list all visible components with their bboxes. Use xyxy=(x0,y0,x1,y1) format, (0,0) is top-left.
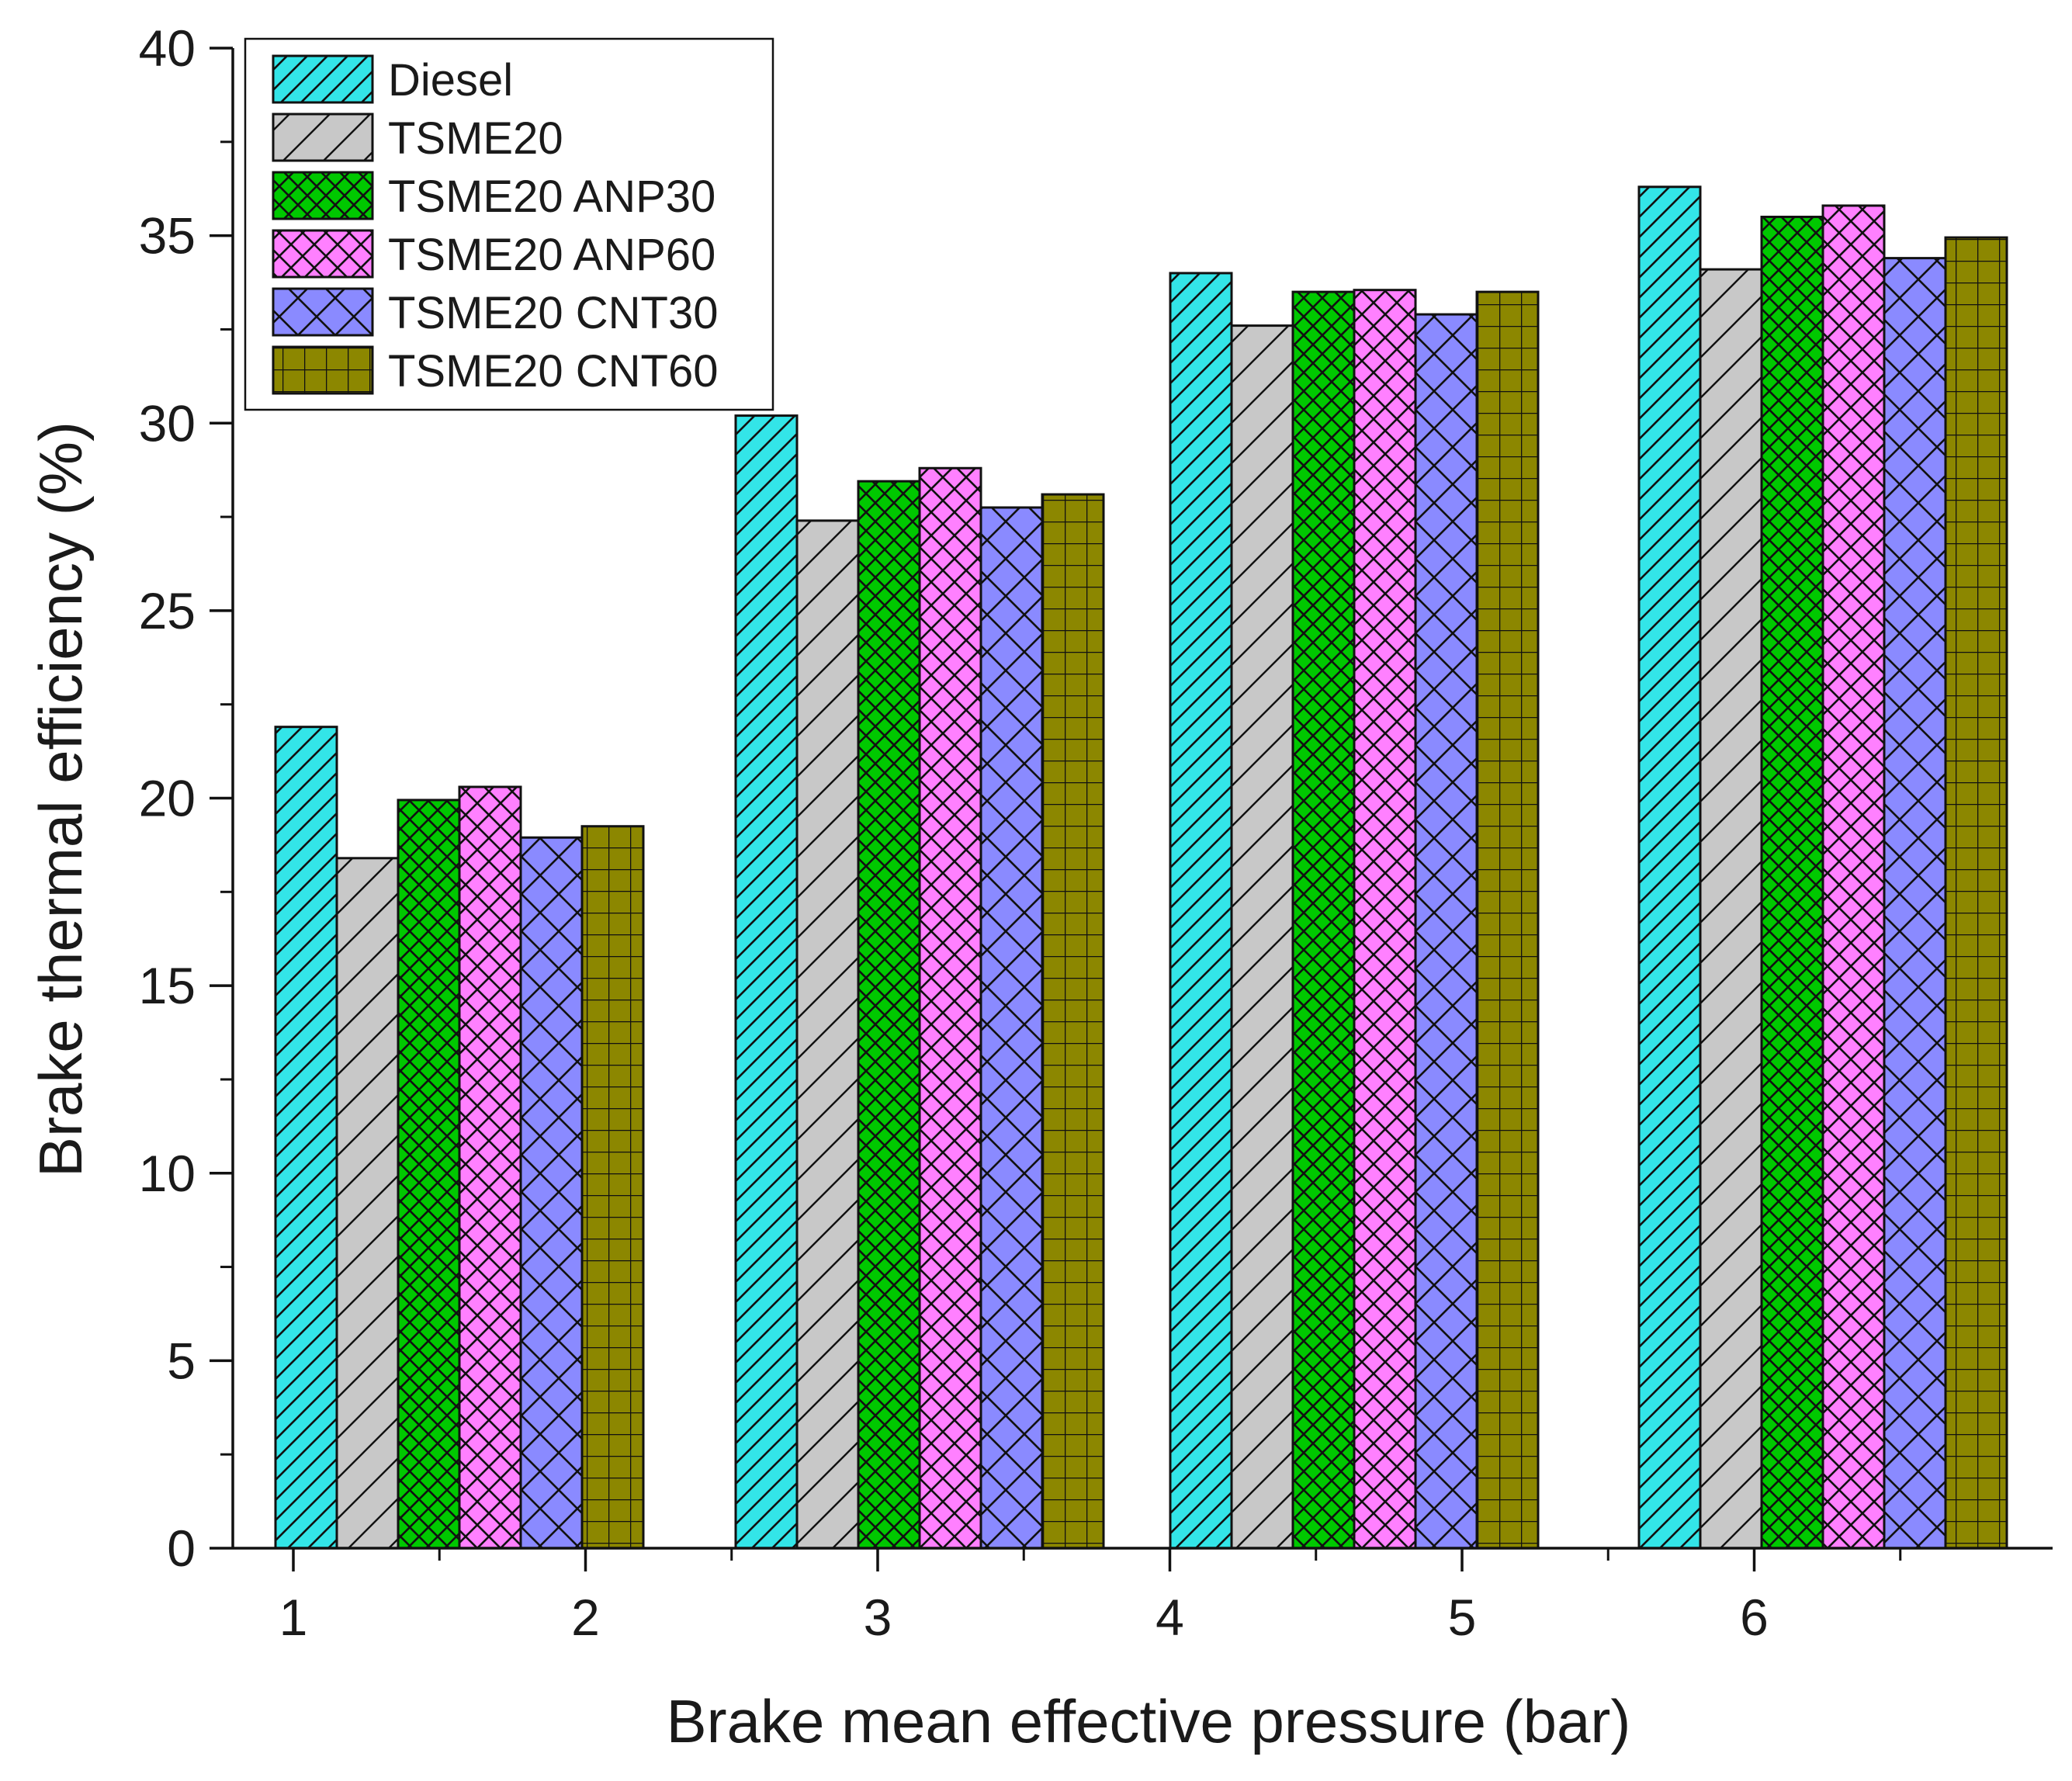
y-tick-label: 30 xyxy=(139,394,196,452)
x-tick-label: 1 xyxy=(279,1589,308,1646)
bar-diesel-group-1 xyxy=(274,726,338,1550)
y-tick-label: 5 xyxy=(167,1332,196,1389)
bar-tsme20-anp60-group-4 xyxy=(1821,204,1886,1550)
legend-swatch xyxy=(272,171,374,220)
bar-tsme20-cnt60-group-2 xyxy=(1041,493,1105,1550)
bar-tsme20-cnt60-group-4 xyxy=(1944,236,2008,1550)
x-tick-label: 6 xyxy=(1740,1589,1769,1646)
bar-tsme20-anp60-group-3 xyxy=(1353,289,1417,1550)
y-tick-label: 20 xyxy=(139,770,196,827)
bar-tsme20-cnt30-group-1 xyxy=(519,836,584,1550)
axes-layer: 0 5 10 15 20 25 30 35 40 1 2 3 4 5 6 Brake mean effecti… xyxy=(26,19,2053,1755)
x-tick-label: 2 xyxy=(571,1589,600,1646)
x-tick-label: 3 xyxy=(864,1589,892,1646)
y-tick-label: 15 xyxy=(139,957,196,1014)
bar-tsme20-anp30-group-2 xyxy=(857,480,921,1550)
bar-tsme20-group-3 xyxy=(1230,324,1294,1550)
legend-label: Diesel xyxy=(388,55,513,106)
bar-tsme20-cnt30-group-2 xyxy=(979,506,1044,1550)
x-tick-label: 4 xyxy=(1156,1589,1184,1646)
bar-tsme20-anp60-group-2 xyxy=(918,466,982,1550)
legend-label: TSME20 CNT30 xyxy=(388,288,718,338)
bar-diesel-group-3 xyxy=(1169,272,1233,1550)
bar-tsme20-group-2 xyxy=(795,519,860,1550)
legend-swatch xyxy=(272,229,374,279)
legend-swatch xyxy=(272,113,374,162)
bar-tsme20-anp30-group-4 xyxy=(1760,215,1824,1550)
bar-tsme20-anp60-group-1 xyxy=(458,785,522,1550)
bar-tsme20-group-1 xyxy=(335,857,400,1550)
x-tick-label: 5 xyxy=(1448,1589,1477,1646)
legend-label: TSME20 CNT60 xyxy=(388,346,718,397)
y-tick-label: 35 xyxy=(139,207,196,265)
legend-swatch xyxy=(272,54,374,104)
bar-diesel-group-4 xyxy=(1637,185,1702,1550)
legend-label: TSME20 ANP30 xyxy=(388,172,715,222)
bar-tsme20-cnt30-group-4 xyxy=(1883,257,1947,1550)
y-tick-label: 10 xyxy=(139,1145,196,1202)
legend: Diesel TSME20 TSME20 ANP30 TSME20 ANP60 TSME… xyxy=(244,37,774,411)
bar-tsme20-cnt30-group-3 xyxy=(1414,313,1478,1550)
bar-tsme20-group-4 xyxy=(1699,268,1763,1550)
legend-swatch xyxy=(272,345,374,395)
legend-label: TSME20 xyxy=(388,113,563,164)
bar-tsme20-anp30-group-1 xyxy=(397,799,461,1550)
legend-label: TSME20 ANP60 xyxy=(388,230,715,280)
y-tick-label: 0 xyxy=(167,1519,196,1577)
bars-layer xyxy=(274,185,2008,1550)
bar-tsme20-cnt60-group-3 xyxy=(1475,290,1540,1550)
y-axis-title: Brake thermal efficiency (%) xyxy=(26,421,95,1177)
y-tick-label: 25 xyxy=(139,582,196,639)
y-tick-label: 40 xyxy=(139,19,196,77)
x-axis-title: Brake mean effective pressure (bar) xyxy=(667,1687,1631,1755)
legend-swatch xyxy=(272,287,374,337)
bar-tsme20-cnt60-group-1 xyxy=(580,825,645,1550)
bar-tsme20-anp30-group-3 xyxy=(1291,290,1356,1550)
bar-diesel-group-2 xyxy=(734,414,799,1550)
